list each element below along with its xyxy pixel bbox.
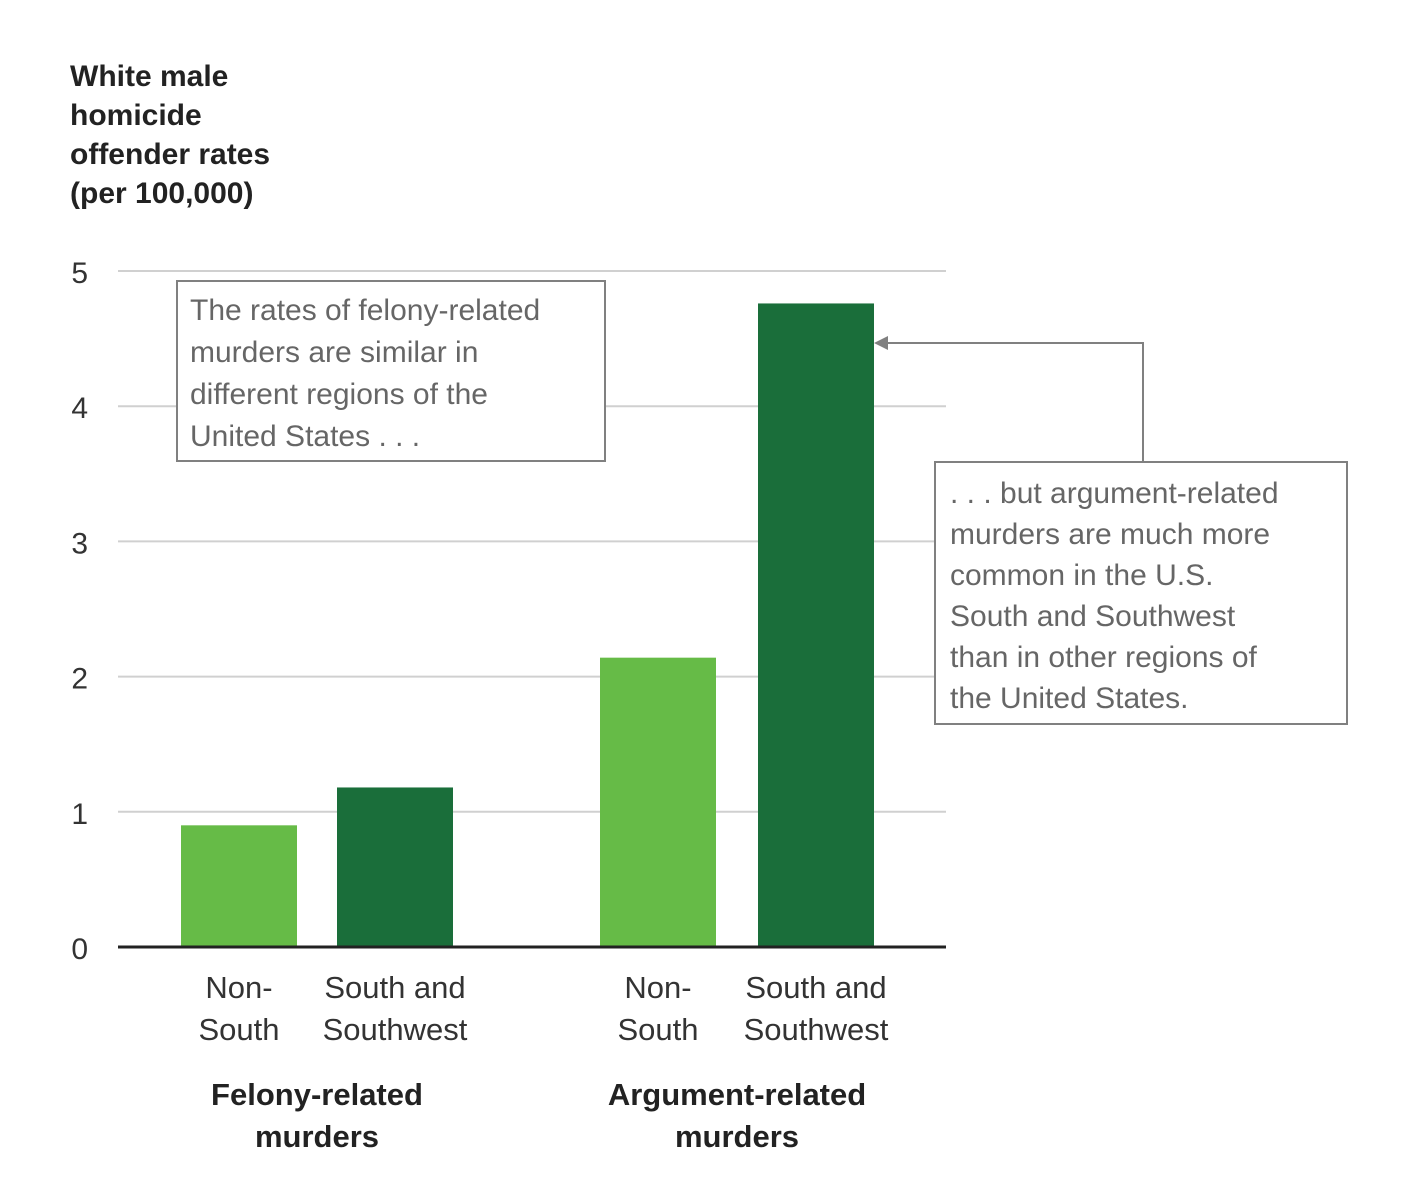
annotation-2-line-6: the United States.	[950, 682, 1188, 715]
group-label-1-line-1: Felony-related	[211, 1077, 423, 1112]
y-tick-label-5: 5	[71, 257, 88, 290]
y-axis-title-line-1: White male	[70, 60, 229, 93]
annotation-1-line-1: The rates of felony-related	[190, 294, 540, 327]
annotation-arrow-line	[884, 342, 1144, 462]
annotation-2-line-1: . . . but argument-related	[950, 477, 1279, 510]
y-axis-title-line-3: offender rates	[70, 138, 271, 171]
y-tick-label-3: 3	[71, 527, 88, 560]
group-label-2-line-2: murders	[675, 1119, 799, 1154]
y-tick-label-1: 1	[71, 798, 88, 831]
annotation-2-line-5: than in other regions of	[950, 641, 1258, 674]
y-axis-title: White male homicide offender rates (per …	[70, 57, 390, 213]
bar-g1-2	[337, 787, 453, 947]
annotation-2-line-3: common in the U.S.	[950, 559, 1213, 592]
y-axis-title-line-4: (per 100,000)	[70, 177, 254, 210]
annotation-2-line-2: murders are much more	[950, 518, 1270, 551]
x-tick-label-g1-1-line-1: Non-	[205, 970, 272, 1005]
y-axis-title-line-2: homicide	[70, 99, 202, 132]
annotation-1-line-4: United States . . .	[190, 420, 420, 453]
bar-g2-2	[758, 303, 874, 947]
y-tick-label-4: 4	[71, 392, 88, 425]
x-tick-label-g1-2-line-2: Southwest	[323, 1012, 468, 1047]
x-tick-label-g2-2-line-2: Southwest	[744, 1012, 889, 1047]
annotation-1-line-3: different regions of the	[190, 378, 488, 411]
x-tick-label-g1-1-line-2: South	[198, 1012, 279, 1047]
annotation-box-2	[934, 461, 1348, 725]
annotation-2-line-4: South and Southwest	[950, 600, 1236, 633]
group-label-2-line-1: Argument-related	[608, 1077, 866, 1112]
x-tick-label-g1-2-line-1: South and	[324, 970, 465, 1005]
group-label-1-line-2: murders	[255, 1119, 379, 1154]
x-tick-label-g2-2-line-1: South and	[745, 970, 886, 1005]
bar-g1-1	[181, 825, 297, 947]
bar-g2-1	[600, 657, 716, 947]
annotation-arrowhead	[874, 336, 888, 350]
x-tick-label-g2-1-line-1: Non-	[624, 970, 691, 1005]
y-tick-label-0: 0	[71, 933, 88, 966]
y-tick-label-2: 2	[71, 663, 88, 696]
annotation-1-line-2: murders are similar in	[190, 336, 478, 369]
x-tick-label-g2-1-line-2: South	[617, 1012, 698, 1047]
annotation-box-1	[176, 280, 606, 462]
